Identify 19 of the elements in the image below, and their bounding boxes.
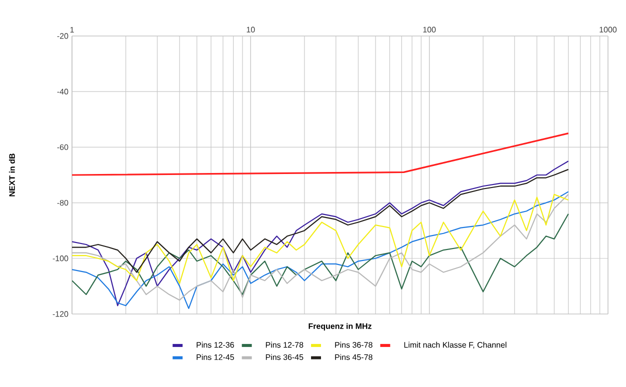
x-tick-label: 100 bbox=[423, 26, 436, 32]
legend-label: Pins 36-78 bbox=[335, 342, 372, 348]
legend-label: Pins 12-45 bbox=[196, 354, 234, 360]
y-tick-label: -80 bbox=[57, 200, 68, 206]
y-tick-label: -20 bbox=[57, 33, 68, 39]
y-tick-label: -40 bbox=[57, 88, 68, 94]
x-tick-label: 1000 bbox=[600, 26, 617, 32]
x-tick-label: 1 bbox=[70, 26, 74, 32]
y-axis-title: NEXT in dB bbox=[8, 154, 15, 196]
legend-label: Pins 12-36 bbox=[196, 342, 234, 348]
x-tick-label: 10 bbox=[246, 26, 255, 32]
x-axis-title: Frequenz in MHz bbox=[308, 323, 372, 331]
y-tick-label: -60 bbox=[57, 144, 68, 150]
legend-label: Limit nach Klasse F, Channel bbox=[404, 342, 506, 349]
y-tick-label: -100 bbox=[52, 256, 68, 262]
legend-label: Pins 12-78 bbox=[266, 342, 304, 348]
y-tick-label: -120 bbox=[52, 311, 68, 317]
legend-label: Pins 45-78 bbox=[335, 354, 372, 360]
legend-label: Pins 36-45 bbox=[266, 354, 304, 360]
